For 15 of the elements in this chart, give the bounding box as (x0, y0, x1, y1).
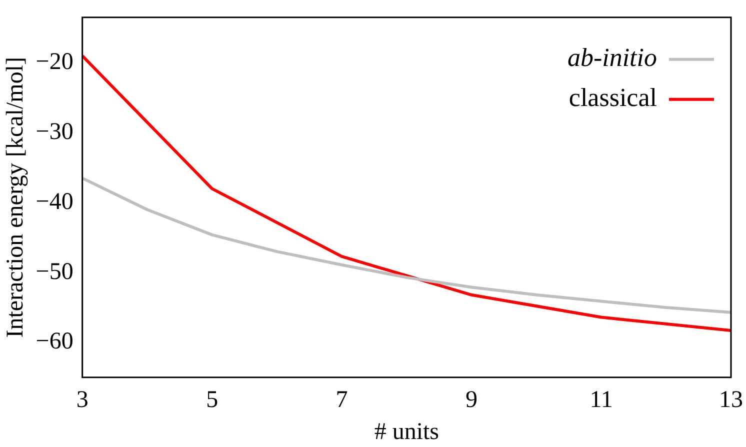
x-tick-label: 7 (336, 387, 348, 414)
y-tick-label: −50 (36, 258, 74, 285)
y-tick-label: −30 (36, 119, 74, 146)
x-tick-label: 3 (76, 387, 88, 414)
legend-label: ab-initio (567, 43, 657, 72)
y-axis-title: Interaction energy [kcal/mol] (2, 57, 29, 338)
x-tick-label: 5 (206, 387, 218, 414)
y-tick-label: −40 (36, 188, 74, 215)
x-tick-label: 9 (466, 387, 478, 414)
x-axis-title: # units (374, 418, 440, 445)
legend-label: classical (568, 83, 657, 112)
x-tick-label: 11 (590, 387, 613, 414)
y-tick-label: −60 (36, 328, 74, 355)
x-tick-label: 13 (719, 387, 743, 414)
y-tick-label: −20 (36, 49, 74, 76)
